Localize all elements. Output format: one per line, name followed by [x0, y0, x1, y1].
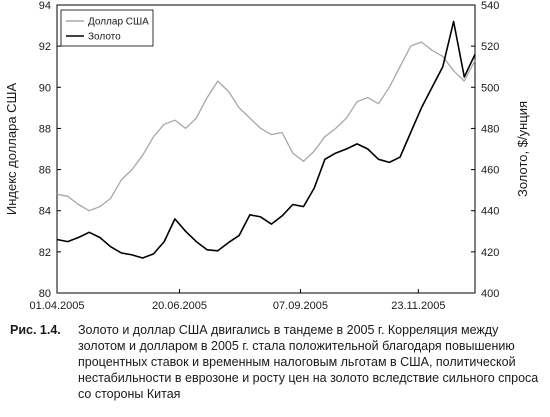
left-tick-label: 92	[39, 41, 51, 53]
y-axis-title-right: Золото, $/унция	[515, 101, 530, 197]
figure-caption: Рис. 1.4. Золото и доллар США двигались …	[10, 322, 544, 402]
left-axis-ticks: 80 82 84 86 88 90 92 94	[39, 0, 61, 300]
x-tick-label: 23.11.2005	[391, 300, 445, 310]
left-tick-label: 82	[39, 247, 51, 259]
right-tick-label: 400	[481, 288, 499, 300]
right-tick-label: 540	[481, 0, 499, 12]
left-tick-label: 86	[39, 165, 51, 177]
x-tick-label: 07.09.2005	[273, 300, 328, 310]
x-tick-label: 01.04.2005	[29, 300, 84, 310]
series-line-gold	[56, 20, 476, 259]
x-tick-label: 20.06.2005	[152, 300, 207, 310]
legend-label-dollar: Доллар США	[88, 17, 149, 28]
legend-label-gold: Золото	[88, 32, 121, 43]
right-tick-label: 440	[481, 206, 499, 218]
right-tick-label: 500	[481, 82, 499, 94]
legend-box	[60, 9, 154, 47]
caption-label: Рис. 1.4.	[10, 323, 61, 337]
right-tick-label: 520	[481, 41, 499, 53]
left-tick-label: 90	[39, 82, 51, 94]
right-axis-ticks: 400 420 440 460 480 500 520 540	[471, 0, 499, 300]
left-tick-label: 88	[39, 123, 51, 135]
plot-frame	[56, 4, 476, 294]
series-layer	[56, 20, 476, 259]
right-tick-label: 480	[481, 123, 499, 135]
x-axis-ticks: 01.04.2005 20.06.2005 07.09.2005 23.11.2005	[29, 289, 445, 310]
chart: 80 82 84 86 88 90 92 94 400 420 440 460 480 500 520 54…	[4, 0, 530, 310]
y-axis-title-left: Индекс доллара США	[4, 83, 19, 216]
right-tick-label: 460	[481, 165, 499, 177]
left-tick-label: 94	[39, 0, 51, 12]
left-tick-label: 80	[39, 288, 51, 300]
caption-text: Золото и доллар США двигались в тандеме …	[78, 323, 539, 401]
legend: Доллар США Золото	[60, 9, 154, 47]
right-tick-label: 420	[481, 247, 499, 259]
left-tick-label: 84	[39, 206, 51, 218]
series-line-dollar	[56, 41, 476, 212]
